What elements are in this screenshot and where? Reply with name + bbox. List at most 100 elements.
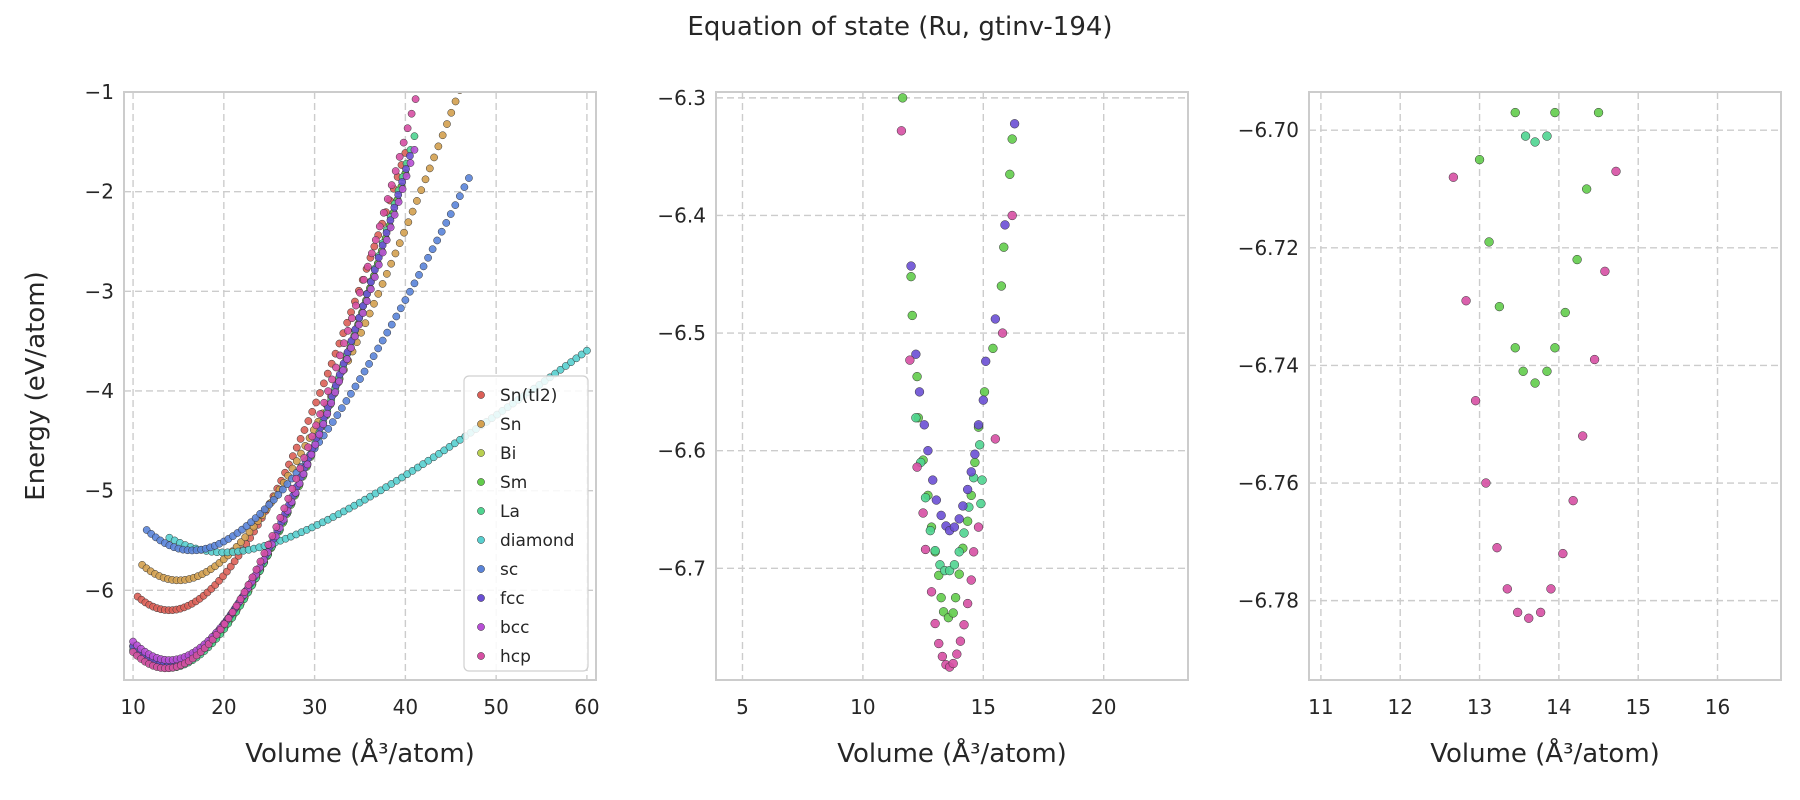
x-tick-label: 20 bbox=[1091, 695, 1116, 719]
point-sm bbox=[999, 242, 1009, 252]
point-sc bbox=[351, 382, 360, 391]
point-sc bbox=[278, 485, 287, 494]
point-fcc bbox=[958, 501, 968, 511]
point-sc bbox=[424, 253, 432, 262]
legend-label-bcc: bcc bbox=[500, 618, 529, 638]
point-hcp bbox=[387, 181, 396, 189]
point-fcc bbox=[973, 420, 984, 430]
point-hcp bbox=[1611, 166, 1621, 177]
legend-label-hcp: hcp bbox=[500, 647, 531, 667]
point-hcp bbox=[348, 314, 356, 323]
point-sn bbox=[413, 197, 421, 205]
point-hcp bbox=[948, 658, 958, 669]
point-hcp bbox=[1512, 607, 1523, 618]
x-axis-label: Volume (Å³/atom) bbox=[1430, 737, 1660, 769]
point-sc bbox=[347, 389, 355, 398]
point-sc bbox=[419, 262, 428, 271]
point-sc bbox=[451, 201, 460, 209]
point-hcp bbox=[236, 595, 245, 603]
point-hcp bbox=[228, 608, 237, 617]
point-diamond bbox=[572, 354, 581, 363]
point-sm bbox=[1550, 107, 1560, 118]
point-hcp bbox=[383, 195, 392, 203]
figure-title: Equation of state (Ru, gtinv-194) bbox=[687, 12, 1113, 42]
point-fcc bbox=[928, 475, 938, 485]
plot-area bbox=[1448, 107, 1621, 623]
x-tick-label: 30 bbox=[302, 695, 327, 719]
point-sm bbox=[897, 93, 908, 103]
point-hcp bbox=[244, 581, 253, 589]
point-sn bbox=[408, 207, 417, 216]
point-bcc bbox=[303, 460, 312, 469]
point-sc bbox=[401, 296, 410, 304]
point-hcp bbox=[264, 540, 273, 549]
point-hcp bbox=[308, 432, 316, 441]
point-sn bbox=[447, 108, 456, 117]
point-sc bbox=[446, 210, 455, 218]
point-sc bbox=[374, 344, 383, 353]
point-bcc bbox=[319, 420, 328, 429]
point-hcp bbox=[930, 618, 940, 629]
point-hcp bbox=[1600, 266, 1610, 276]
point-hcp bbox=[1524, 613, 1534, 623]
point-hcp bbox=[224, 614, 233, 623]
point-hcp bbox=[332, 363, 340, 372]
legend-marker-sn bbox=[477, 420, 485, 428]
y-tick-label: −6.6 bbox=[657, 439, 706, 463]
y-tick-label: −6.4 bbox=[657, 203, 706, 227]
legend-label-sn-ti2: Sn(tI2) bbox=[500, 386, 557, 406]
point-sm bbox=[1510, 107, 1520, 118]
x-tick-label: 10 bbox=[850, 695, 875, 719]
point-hcp bbox=[248, 573, 257, 582]
point-sc bbox=[342, 397, 351, 405]
point-sm bbox=[1542, 366, 1552, 376]
point-la bbox=[975, 440, 985, 450]
legend-marker-bi bbox=[477, 449, 485, 457]
point-diamond bbox=[445, 443, 454, 451]
y-tick-label: −2 bbox=[85, 180, 114, 204]
point-hcp bbox=[300, 454, 309, 462]
point-sn bbox=[292, 457, 301, 465]
point-sc bbox=[460, 183, 469, 191]
point-sn bbox=[378, 280, 387, 288]
point-sm bbox=[1494, 301, 1505, 312]
point-hcp bbox=[240, 588, 249, 596]
y-tick-label: −6.74 bbox=[1238, 353, 1299, 377]
point-bcc bbox=[374, 260, 383, 269]
point-sn bbox=[421, 175, 430, 184]
x-axis-label: Volume (Å³/atom) bbox=[245, 737, 475, 769]
point-hcp bbox=[312, 421, 320, 430]
point-hcp bbox=[324, 387, 332, 396]
point-hcp bbox=[966, 575, 976, 585]
point-bcc bbox=[363, 297, 371, 306]
point-hcp bbox=[1461, 296, 1471, 306]
point-bcc bbox=[382, 236, 391, 244]
plot-area bbox=[896, 93, 1020, 672]
point-sc bbox=[442, 219, 451, 227]
point-sn bbox=[374, 290, 383, 298]
point-fcc bbox=[402, 165, 410, 173]
point-hcp bbox=[1448, 172, 1459, 182]
point-sn-ti2 bbox=[343, 318, 352, 327]
point-hcp bbox=[411, 95, 420, 103]
point-sm bbox=[1560, 307, 1570, 318]
point-bcc bbox=[355, 320, 363, 329]
point-sm bbox=[906, 271, 916, 282]
point-sm bbox=[950, 593, 961, 603]
x-tick-label: 40 bbox=[393, 695, 418, 719]
point-sc bbox=[360, 367, 369, 376]
point-bcc bbox=[327, 399, 336, 407]
point-bcc bbox=[311, 440, 320, 449]
chart-panel-3: 11 12 13 14 15 16 −6.78 −6.76 −6.74 −6.72 −6.70 Vol… bbox=[1238, 91, 1782, 769]
point-sn bbox=[387, 259, 396, 268]
x-tick-label: 12 bbox=[1388, 695, 1413, 719]
point-hcp bbox=[973, 522, 984, 532]
point-hcp bbox=[1492, 543, 1502, 553]
point-bcc bbox=[367, 285, 375, 294]
point-diamond bbox=[567, 358, 575, 366]
point-bcc bbox=[398, 185, 407, 193]
x-tick-label: 16 bbox=[1705, 695, 1730, 719]
point-hcp bbox=[1007, 210, 1017, 221]
y-tick-label: −6.76 bbox=[1238, 471, 1299, 495]
point-hcp bbox=[1558, 548, 1568, 559]
